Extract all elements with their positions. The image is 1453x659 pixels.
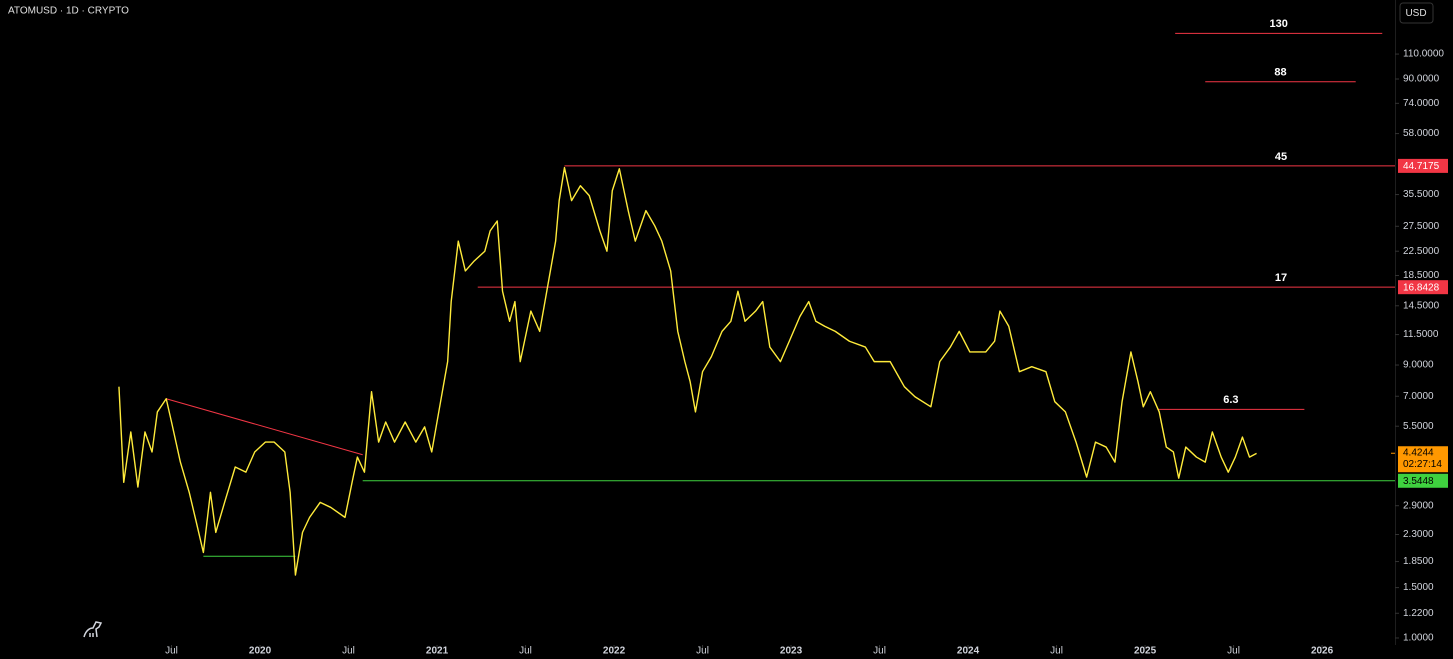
y-tick-label: 1.0000 xyxy=(1403,633,1434,644)
x-tick-label: Jul xyxy=(873,646,886,657)
price-badge-label: 3.5448 xyxy=(1403,476,1434,487)
x-tick-label: 2021 xyxy=(426,646,449,657)
y-tick-label: 1.8500 xyxy=(1403,556,1434,567)
logo xyxy=(83,621,103,638)
y-tick-label: 58.0000 xyxy=(1403,128,1440,139)
y-tick-label: 11.5000 xyxy=(1403,329,1439,340)
level-label: 88 xyxy=(1274,67,1286,79)
price-badge xyxy=(1398,473,1448,488)
y-tick-label: 1.5000 xyxy=(1403,582,1434,593)
price-badge-label: 16.8428 xyxy=(1403,282,1440,293)
y-tick-label: 18.5000 xyxy=(1403,270,1440,281)
y-tick-label: 90.0000 xyxy=(1403,74,1440,85)
y-tick-label: 5.5000 xyxy=(1403,421,1434,432)
x-tick-label: Jul xyxy=(165,646,178,657)
last-price-badge xyxy=(1398,446,1448,473)
y-tick-label: 110.0000 xyxy=(1403,49,1444,60)
x-tick-label: 2024 xyxy=(957,646,980,657)
countdown-label: 02:27:14 xyxy=(1403,459,1442,470)
x-tick-label: Jul xyxy=(1227,646,1240,657)
level-label: 45 xyxy=(1275,151,1287,163)
x-tick-label: 2020 xyxy=(249,646,272,657)
y-tick-label: 9.0000 xyxy=(1403,360,1434,371)
price-line xyxy=(118,166,1257,576)
level-label: 17 xyxy=(1275,272,1287,284)
level-label: 130 xyxy=(1270,18,1288,30)
price-badge-label: 44.7175 xyxy=(1403,161,1440,172)
y-tick-label: 7.0000 xyxy=(1403,391,1434,402)
y-tick-label: 27.5000 xyxy=(1403,221,1440,232)
level-label: 6.3 xyxy=(1223,394,1238,406)
x-tick-label: 2025 xyxy=(1134,646,1157,657)
y-tick-label: 22.5000 xyxy=(1403,246,1440,257)
logo-icon xyxy=(83,621,103,638)
y-tick-label: 35.5000 xyxy=(1403,189,1440,200)
currency-label[interactable]: USD xyxy=(1405,8,1426,19)
x-tick-label: Jul xyxy=(519,646,532,657)
y-tick-label: 2.3000 xyxy=(1403,529,1434,540)
x-tick-label: 2023 xyxy=(780,646,803,657)
x-tick-label: Jul xyxy=(1050,646,1063,657)
x-tick-label: 2022 xyxy=(603,646,626,657)
y-tick-label: 74.0000 xyxy=(1403,98,1440,109)
last-price-label: 4.4244 xyxy=(1403,447,1434,458)
x-tick-label: Jul xyxy=(342,646,355,657)
x-tick-label: 2026 xyxy=(1311,646,1334,657)
price-badge xyxy=(1398,280,1448,295)
y-tick-label: 14.5000 xyxy=(1403,300,1440,311)
trendline xyxy=(166,398,363,456)
currency-button[interactable] xyxy=(1399,2,1434,24)
y-tick-label: 2.9000 xyxy=(1403,500,1434,511)
y-tick-label: 1.2200 xyxy=(1403,608,1434,619)
x-tick-label: Jul xyxy=(696,646,709,657)
price-badge xyxy=(1398,158,1448,173)
chart-title: ATOMUSD · 1D · CRYPTO xyxy=(8,6,129,17)
